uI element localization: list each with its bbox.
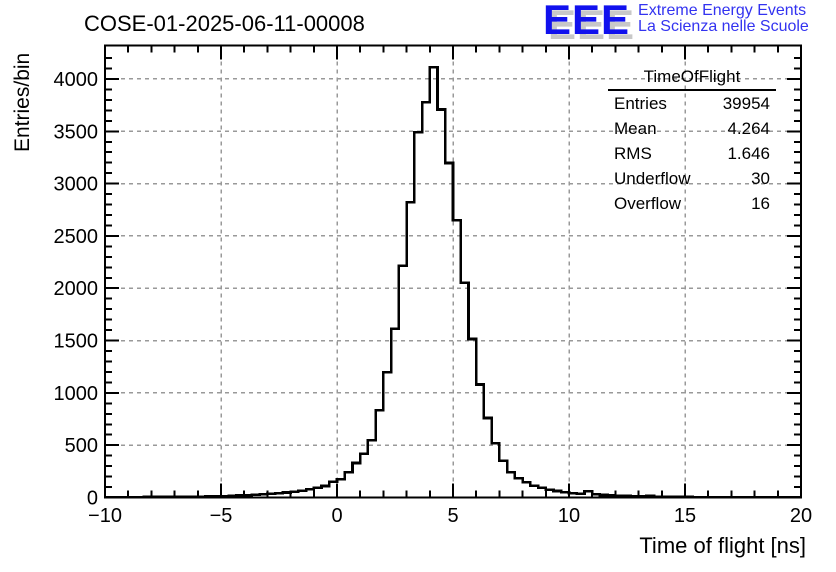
tick-labels: −10 −5 0 5 10 15 20 0 500 1000 1500 2000 2500 3000 350…: [54, 69, 813, 527]
histogram-step-path: [105, 65, 801, 499]
y-tick-label: 1000: [54, 383, 99, 405]
y-tick-label: 2000: [54, 278, 99, 300]
y-tick-label: 3500: [54, 121, 99, 143]
y-tick-label: 3000: [54, 174, 99, 196]
y-tick-label: 2500: [54, 226, 99, 248]
x-tick-label: −10: [88, 505, 122, 527]
y-tick-label: 1500: [54, 331, 99, 353]
y-tick-label: 4000: [54, 69, 99, 91]
y-tick-label: 0: [87, 488, 98, 510]
stats-box-title: TimeOfFlight: [608, 66, 776, 91]
x-tick-label: 20: [790, 505, 812, 527]
x-axis-title: Time of flight [ns]: [639, 533, 806, 558]
grid-lines: [105, 45, 801, 498]
y-tick-label: 500: [65, 435, 98, 457]
eee-logo-letters: EEE: [543, 0, 631, 43]
stats-row-mean: Mean 4.264: [614, 119, 770, 138]
stats-row-entries: Entries 39954: [614, 94, 770, 113]
plot-frame: [104, 44, 802, 499]
x-tick-label: 0: [331, 505, 342, 527]
stats-row-rms: RMS 1.646: [614, 144, 770, 163]
eee-logo-text: Extreme Energy Events La Scienza nelle S…: [638, 3, 809, 35]
x-tick-label: −5: [210, 505, 233, 527]
stats-row-overflow: Overflow 16: [614, 194, 770, 213]
eee-logo-line1: Extreme Energy Events: [638, 2, 807, 19]
x-tick-label: 5: [447, 505, 458, 527]
stats-row-underflow: Underflow 30: [614, 169, 770, 188]
page-title: COSE-01-2025-06-11-00008: [84, 11, 365, 36]
y-axis-title: Entries/bin: [11, 52, 34, 152]
eee-logo-line2: La Scienza nelle Scuole: [638, 18, 809, 35]
stats-box: TimeOfFlight Entries 39954 Mean 4.264 RM…: [608, 66, 776, 216]
eee-logo: EEE Extreme Energy Events La Scienza nel…: [543, 0, 809, 43]
x-tick-label: 15: [674, 505, 696, 527]
x-tick-label: 10: [558, 505, 580, 527]
